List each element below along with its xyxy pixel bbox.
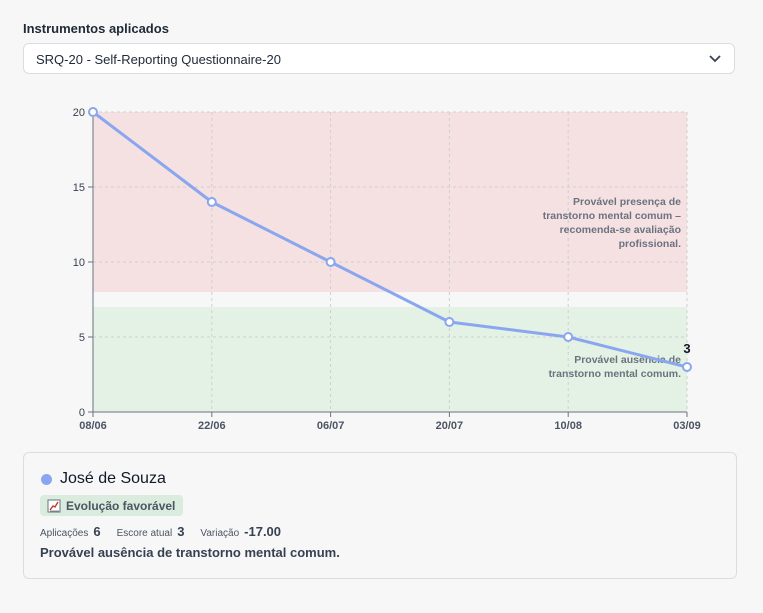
- y-tick-label: 0: [79, 407, 85, 419]
- data-point: [563, 332, 574, 342]
- x-tick-label: 08/06: [79, 420, 107, 432]
- normal-zone: [93, 307, 687, 412]
- risk-zone-annotation: Provável presença de transtorno mental co…: [543, 196, 681, 250]
- instrument-select-value: SRQ-20 - Self-Reporting Questionnaire-20: [36, 52, 281, 67]
- last-value-label: 3: [683, 341, 690, 356]
- x-tick-label: 22/06: [198, 420, 226, 432]
- series-line: [92, 110, 688, 369]
- data-point: [444, 317, 455, 327]
- chart-line-icon: [47, 499, 61, 512]
- x-tick-label: 10/08: [554, 420, 582, 432]
- x-tick-label: 20/07: [436, 420, 464, 432]
- patient-series-dot: [41, 474, 52, 485]
- applications-value: 6: [93, 524, 101, 539]
- instrument-select[interactable]: SRQ-20 - Self-Reporting Questionnaire-20: [23, 43, 735, 74]
- current-score-value: 3: [177, 524, 185, 539]
- variation-label: Variação: [200, 528, 240, 539]
- variation-value: -17.00: [244, 524, 282, 539]
- y-tick-label: 20: [73, 107, 85, 119]
- x-tick-label: 03/09: [673, 420, 701, 432]
- status-badge-label: Evolução favorável: [66, 498, 176, 513]
- current-score-label: Escore atual: [116, 528, 173, 539]
- patient-stats: Aplicações 6 Escore atual 3 Variação -17…: [40, 524, 297, 539]
- y-tick-label: 10: [73, 257, 85, 269]
- patient-summary: Provável ausência de transtorno mental c…: [40, 545, 340, 560]
- instruments-label: Instrumentos aplicados: [23, 21, 169, 36]
- patient-card: José de Souza Evolução favorável Aplicaç…: [23, 452, 737, 579]
- normal-zone-annotation: Provável ausência de transtorno mental co…: [549, 354, 682, 380]
- chevron-down-icon: [709, 55, 721, 63]
- y-tick-label: 15: [73, 182, 85, 194]
- data-point: [682, 362, 692, 372]
- data-point: [88, 107, 98, 117]
- y-tick-label: 5: [79, 332, 85, 344]
- status-badge: Evolução favorável: [40, 495, 184, 516]
- data-point: [206, 197, 217, 207]
- applications-label: Aplicações: [40, 528, 89, 539]
- x-tick-label: 06/07: [317, 420, 345, 432]
- data-point: [325, 257, 336, 267]
- score-evolution-chart: 0 5 10 15 20 08/06 22/06 06/07 20/07 10/08 03/09 Pr…: [73, 107, 701, 432]
- patient-name: José de Souza: [60, 470, 166, 487]
